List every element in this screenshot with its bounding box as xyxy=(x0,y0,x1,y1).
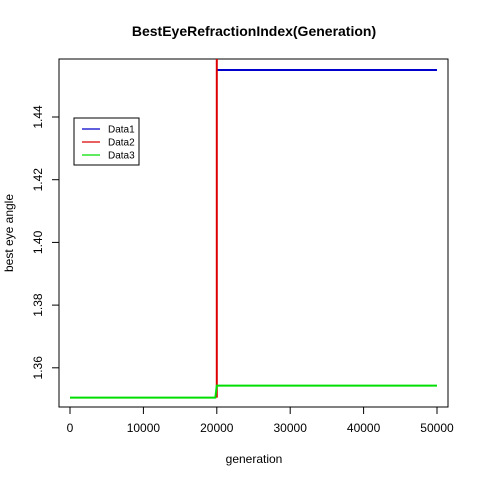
x-tick-label: 10000 xyxy=(127,421,161,435)
x-tick-label: 20000 xyxy=(200,421,234,435)
x-tick-label: 50000 xyxy=(420,421,454,435)
legend: Data1 Data2 Data3 xyxy=(73,117,140,166)
x-axis: 0 10000 20000 30000 40000 50000 xyxy=(67,406,454,435)
x-tick-label: 0 xyxy=(67,421,74,435)
legend-entry: Data2 xyxy=(108,138,135,149)
x-tick-label: 30000 xyxy=(274,421,308,435)
series-line-3 xyxy=(70,384,437,399)
legend-entry: Data3 xyxy=(108,151,135,162)
plot-frame xyxy=(58,58,449,408)
series-layer xyxy=(70,59,437,399)
y-tick-label: 1.36 xyxy=(31,356,45,380)
x-tick-label: 40000 xyxy=(347,421,381,435)
y-tick-label: 1.42 xyxy=(31,168,45,192)
y-tick-label: 1.44 xyxy=(31,105,45,129)
x-axis-label: generation xyxy=(226,452,283,466)
legend-entry: Data1 xyxy=(108,125,135,136)
y-axis: 1.36 1.38 1.40 1.42 1.44 xyxy=(31,105,60,380)
chart-title: BestEyeRefractionIndex(Generation) xyxy=(132,23,376,39)
y-tick-label: 1.40 xyxy=(31,230,45,254)
y-axis-label: best eye angle xyxy=(2,194,16,272)
y-tick-label: 1.38 xyxy=(31,293,45,317)
